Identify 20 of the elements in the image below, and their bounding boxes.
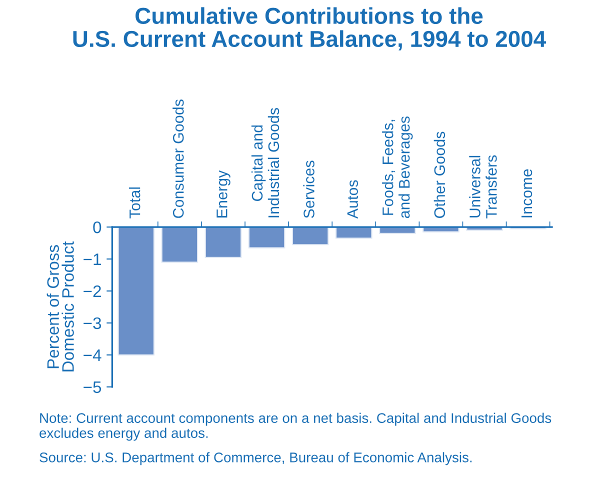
- chart-title: Cumulative Contributions to the U.S. Current Account Balance, 1994 to 2004: [73, 7, 546, 50]
- x-tick-label: Autos: [347, 180, 358, 219]
- x-tick-label: Universal Transfers: [469, 155, 497, 218]
- x-tick-label: Total: [129, 187, 140, 218]
- text: Note: Current account components are on a net basis. Capital and Industrial Goods excludes energy and autos.: [40, 412, 552, 441]
- x-tick-label: Other Goods: [434, 132, 446, 218]
- y-tick-label: −3: [84, 317, 102, 330]
- y-tick-label: 0: [93, 221, 102, 234]
- x-tick-label: Foods, Feeds, and Beverages: [382, 116, 413, 218]
- x-tick-label: Income: [521, 169, 532, 218]
- y-tick-label: −4: [84, 349, 102, 361]
- y-tick-label: −1: [84, 254, 101, 266]
- x-tick-label: Services: [303, 160, 314, 218]
- x-tick-label: Consumer Goods: [172, 100, 184, 218]
- x-tick-label: Capital and Industrial Goods: [251, 108, 280, 218]
- y-tick-label: −2: [84, 285, 101, 298]
- source-note: Source: U.S. Department of Commerce, Bureau of Economic Analysis.: [40, 452, 472, 466]
- x-tick-label: Energy: [216, 170, 230, 218]
- y-tick-label: −5: [84, 381, 102, 394]
- y-axis-title: Percent of Gross Domestic Product: [46, 241, 74, 372]
